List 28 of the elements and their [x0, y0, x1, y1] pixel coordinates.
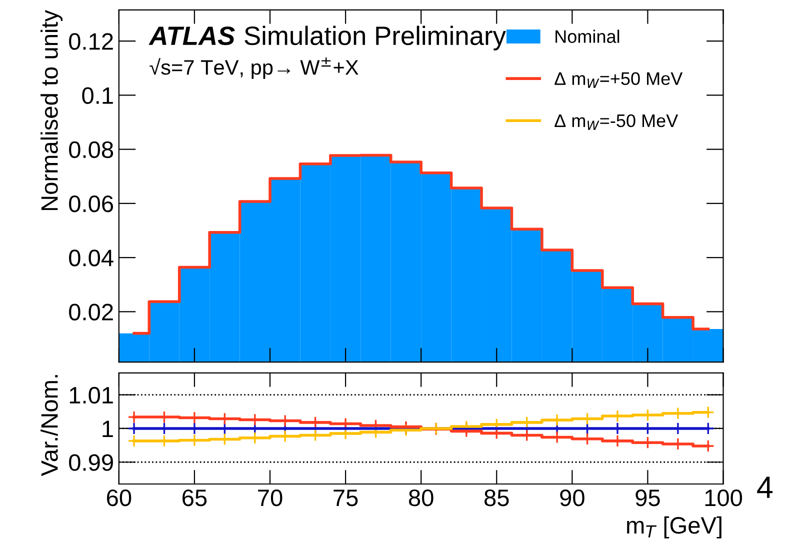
- annotation: ATLAS: [148, 26, 235, 46]
- legend-label: Δ m$_{W}$=+50 MeV: [554, 72, 683, 88]
- annotation: √s=7 TeV, pp→ W$^{±}$+X: [150, 57, 358, 79]
- annotation: Simulation Preliminary: [244, 26, 506, 50]
- y-tick-label: 1.01: [70, 386, 113, 404]
- y-tick-label: 0.12: [69, 33, 113, 50]
- legend-label: Δ m$_{W}$=-50 MeV: [554, 114, 678, 130]
- x-tick-label: 95: [636, 489, 660, 506]
- y-tick-label: 0.04: [69, 250, 114, 266]
- x-tick-label: 60: [106, 489, 132, 506]
- x-tick-label: 80: [408, 489, 434, 506]
- x-tick-label: 85: [484, 489, 509, 506]
- y-tick-label: 0.08: [69, 141, 114, 158]
- y-axis-title: Normalised to unity: [40, 10, 63, 210]
- y-tick-label: 0.02: [69, 304, 113, 320]
- y-tick-label: 0.1: [82, 87, 113, 104]
- y-axis-title: Var./Nom.: [40, 375, 58, 476]
- x-tick-label: 100: [705, 489, 742, 506]
- legend-label: Nominal: [556, 30, 620, 43]
- y-tick-label: 0.06: [69, 195, 114, 212]
- x-tick-label: 75: [334, 490, 358, 506]
- text: 4: [757, 476, 773, 498]
- x-tick-label: 70: [258, 489, 282, 506]
- x-tick-label: 90: [560, 489, 584, 506]
- x-tick-label: 65: [182, 489, 207, 506]
- y-tick-label: 0.99: [69, 454, 113, 471]
- y-tick-label: 1: [102, 420, 113, 438]
- x-axis-title: m$_{T}$ [GeV]: [627, 516, 722, 538]
